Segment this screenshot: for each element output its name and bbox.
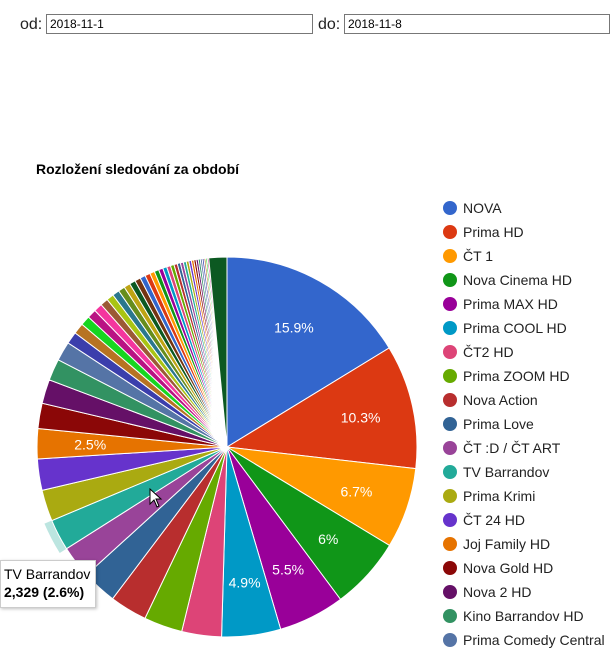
legend-label-prima-hd[interactable]: Prima HD <box>463 224 524 240</box>
legend-label-nova-cinema-hd[interactable]: Nova Cinema HD <box>463 272 572 288</box>
legend-swatch-kino-barrandov-hd[interactable] <box>443 609 457 623</box>
legend-swatch-prima-cool-hd[interactable] <box>443 321 457 335</box>
legend-swatch-nova[interactable] <box>443 201 457 215</box>
legend-swatch-prima-max-hd[interactable] <box>443 297 457 311</box>
legend-label-nova-2-hd[interactable]: Nova 2 HD <box>463 584 531 600</box>
legend-swatch-prima-love[interactable] <box>443 417 457 431</box>
legend-swatch-prima-krimi[interactable] <box>443 489 457 503</box>
legend-label-ct-d-ct-art[interactable]: ČT :D / ČT ART <box>463 440 561 456</box>
legend-label-ct-24-hd[interactable]: ČT 24 HD <box>463 512 525 528</box>
legend-label-prima-love[interactable]: Prima Love <box>463 416 534 432</box>
slice-nova[interactable] <box>226 256 390 448</box>
legend-label-prima-max-hd[interactable]: Prima MAX HD <box>463 296 558 312</box>
tooltip-value: 2,329 (2.6%) <box>4 584 85 600</box>
from-date-input[interactable] <box>46 14 313 34</box>
slice-prima-hd[interactable] <box>225 347 418 470</box>
legend-label-nova-gold-hd[interactable]: Nova Gold HD <box>463 560 553 576</box>
legend-label-prima-comedy-central[interactable]: Prima Comedy Central <box>463 632 605 648</box>
legend-swatch-ct-d-ct-art[interactable] <box>443 441 457 455</box>
slice-label-prima-cool-hd: 4.9% <box>229 575 261 591</box>
legend-swatch-prima-comedy-central[interactable] <box>443 633 457 647</box>
legend-swatch-ct-24-hd[interactable] <box>443 513 457 527</box>
legend-label-joj-family-hd[interactable]: Joj Family HD <box>463 536 550 552</box>
pie-slices <box>36 256 418 638</box>
legend-swatch-nova-gold-hd[interactable] <box>443 561 457 575</box>
to-date-input[interactable] <box>344 14 610 34</box>
legend-label-kino-barrandov-hd[interactable]: Kino Barrandov HD <box>463 608 584 624</box>
slice-other-35[interactable] <box>208 256 228 448</box>
slice-tooltip: TV Barrandov 2,329 (2.6%) <box>0 560 96 608</box>
slice-label-prima-max-hd: 5.5% <box>272 561 304 577</box>
legend-label-prima-krimi[interactable]: Prima Krimi <box>463 488 535 504</box>
legend-swatch-nova-action[interactable] <box>443 393 457 407</box>
legend-label-ct-1[interactable]: ČT 1 <box>463 248 493 264</box>
legend-swatch-tv-barrandov[interactable] <box>443 465 457 479</box>
chart-title: Rozložení sledování za období <box>36 161 240 177</box>
legend-swatch-prima-hd[interactable] <box>443 225 457 239</box>
legend-swatch-ct-1[interactable] <box>443 249 457 263</box>
slice-label-ct-1: 6.7% <box>340 483 372 499</box>
tooltip-series-name: TV Barrandov <box>4 566 91 582</box>
to-date-label: do: <box>318 16 341 33</box>
mouse-pointer-icon <box>149 488 163 508</box>
legend-swatch-nova-cinema-hd[interactable] <box>443 273 457 287</box>
legend-swatch-ct2-hd[interactable] <box>443 345 457 359</box>
from-date-label: od: <box>20 16 43 33</box>
legend-label-prima-cool-hd[interactable]: Prima COOL HD <box>463 320 567 336</box>
legend-swatch-prima-zoom-hd[interactable] <box>443 369 457 383</box>
legend-label-ct2-hd[interactable]: ČT2 HD <box>463 344 514 360</box>
slice-label-nova-cinema-hd: 6% <box>318 531 338 547</box>
legend-label-prima-zoom-hd[interactable]: Prima ZOOM HD <box>463 368 570 384</box>
slice-labels: 15.9% 10.3% 6.7% 6% 5.5% 4.9% 2.5% <box>74 320 380 591</box>
legend-swatch-joj-family-hd[interactable] <box>443 537 457 551</box>
chart-legend: NOVA Prima HD ČT 1 Nova Cinema HD Prima MAX … <box>443 200 605 648</box>
legend-swatch-nova-2-hd[interactable] <box>443 585 457 599</box>
slice-label-nova: 15.9% <box>274 320 314 336</box>
legend-label-nova[interactable]: NOVA <box>463 200 502 216</box>
slice-label-prima-hd: 10.3% <box>341 410 381 426</box>
slice-label-joj-family-hd: 2.5% <box>74 437 106 453</box>
legend-label-nova-action[interactable]: Nova Action <box>463 392 538 408</box>
legend-label-tv-barrandov[interactable]: TV Barrandov <box>463 464 549 480</box>
